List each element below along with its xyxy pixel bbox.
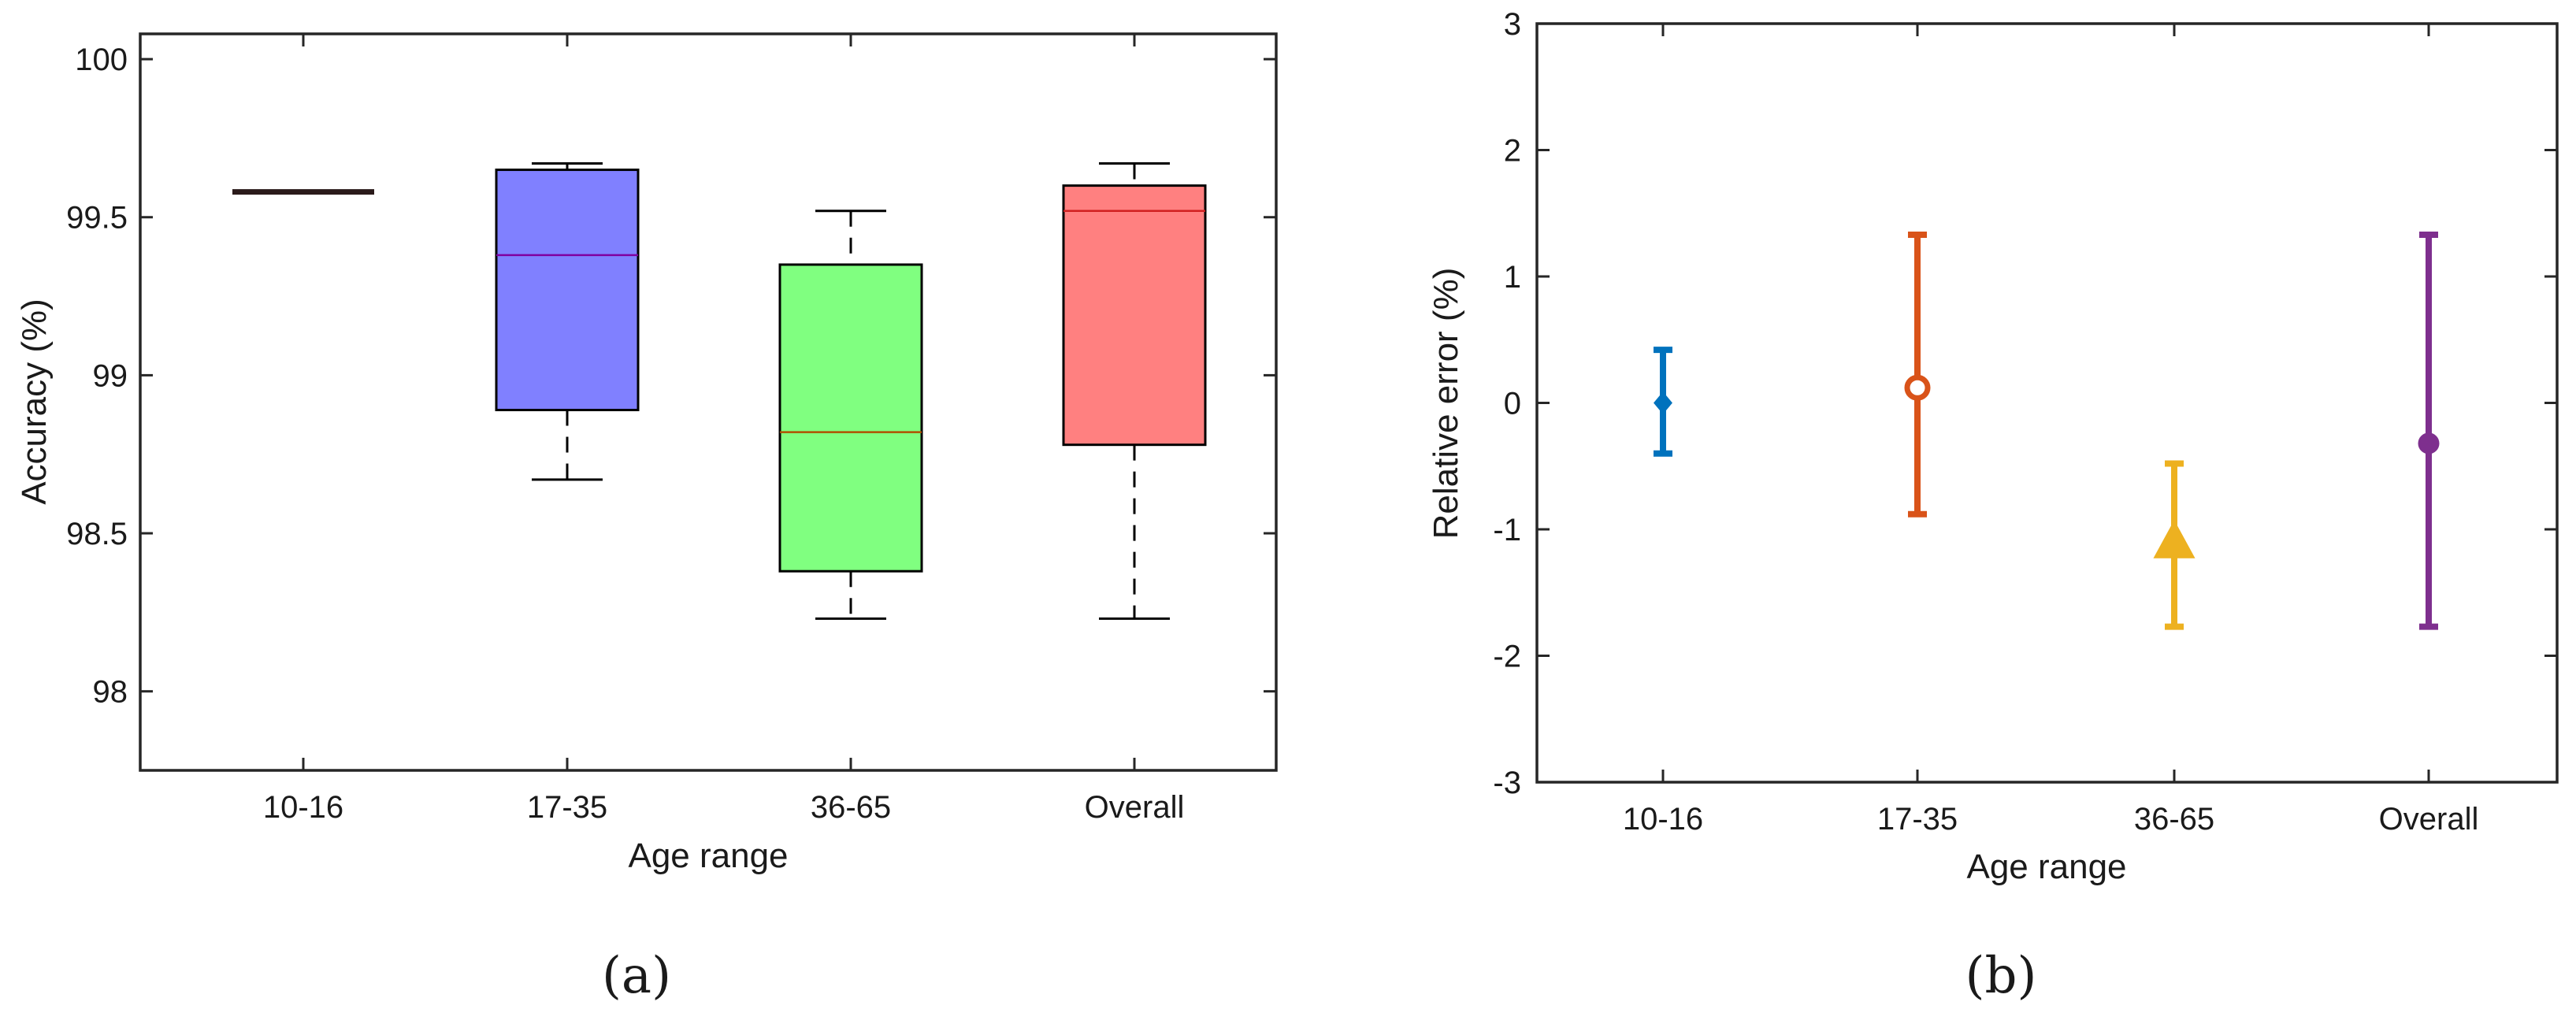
y-tick-label-b: 1 bbox=[1504, 260, 1521, 295]
x-tick-label-a: 36-65 bbox=[811, 790, 891, 825]
y-tick-label-b: 0 bbox=[1504, 387, 1521, 421]
box-plot-panel: 98 98.5 99 99.5 100 10-16 17-35 36-65 Overall A… bbox=[15, 32, 1278, 1005]
axes-frame-b bbox=[1535, 22, 2559, 784]
y-axis-ticks-a: 98 98.5 99 99.5 100 bbox=[66, 43, 1276, 710]
y-tick-label-b: 2 bbox=[1504, 134, 1521, 169]
y-tick-label-a: 100 bbox=[75, 43, 128, 77]
x-tick-label-a: 17-35 bbox=[527, 790, 607, 825]
x-tick-label-a: 10-16 bbox=[263, 790, 343, 825]
marker-circle-Overall bbox=[2418, 432, 2440, 454]
box-plot-marks bbox=[232, 162, 1207, 620]
marker-diamond-10-16 bbox=[1654, 391, 1672, 414]
x-axis-ticks-b: 10-16 17-35 36-65 Overall bbox=[1623, 24, 2479, 837]
x-tick-label-b: 10-16 bbox=[1623, 802, 1703, 837]
y-tick-label-b: 3 bbox=[1504, 7, 1521, 42]
x-tick-label-b: Overall bbox=[2379, 802, 2479, 837]
y-axis-label-a: Accuracy (%) bbox=[15, 299, 54, 505]
x-axis-ticks-a: 10-16 17-35 36-65 Overall bbox=[263, 34, 1185, 825]
y-tick-label-a: 99.5 bbox=[66, 201, 128, 236]
marker-triangle-36-65 bbox=[2153, 520, 2196, 558]
marker-open-circle-17-35 bbox=[1904, 374, 1931, 401]
box-17-35 bbox=[495, 169, 640, 412]
panel-label-b: (b) bbox=[1965, 947, 2037, 1005]
x-axis-label-b: Age range bbox=[1966, 848, 2126, 886]
y-axis-ticks-b: -3 -2 -1 0 1 2 3 bbox=[1493, 7, 2557, 800]
plot-area-b bbox=[1537, 24, 2557, 782]
y-tick-label-a: 99 bbox=[93, 358, 128, 393]
y-tick-label-b: -1 bbox=[1493, 513, 1521, 547]
x-tick-label-a: Overall bbox=[1085, 790, 1185, 825]
y-tick-label-b: -2 bbox=[1493, 640, 1521, 674]
box-36-65 bbox=[778, 263, 923, 573]
error-bar-panel: -3 -2 -1 0 1 2 3 10-16 17-35 36-65 Overall Age ra… bbox=[1427, 7, 2559, 1005]
y-tick-label-b: -3 bbox=[1493, 766, 1521, 800]
x-tick-label-b: 36-65 bbox=[2134, 802, 2214, 837]
x-axis-label-a: Age range bbox=[628, 837, 788, 875]
box-Overall bbox=[1062, 184, 1207, 447]
y-tick-label-a: 98 bbox=[93, 675, 128, 710]
error-bar-marks bbox=[1654, 232, 2440, 630]
panel-label-a: (a) bbox=[602, 947, 671, 1005]
axes-frame-a bbox=[139, 32, 1278, 772]
y-axis-label-b: Relative error (%) bbox=[1427, 268, 1465, 540]
y-tick-label-a: 98.5 bbox=[66, 517, 128, 551]
x-tick-label-b: 17-35 bbox=[1877, 802, 1958, 837]
